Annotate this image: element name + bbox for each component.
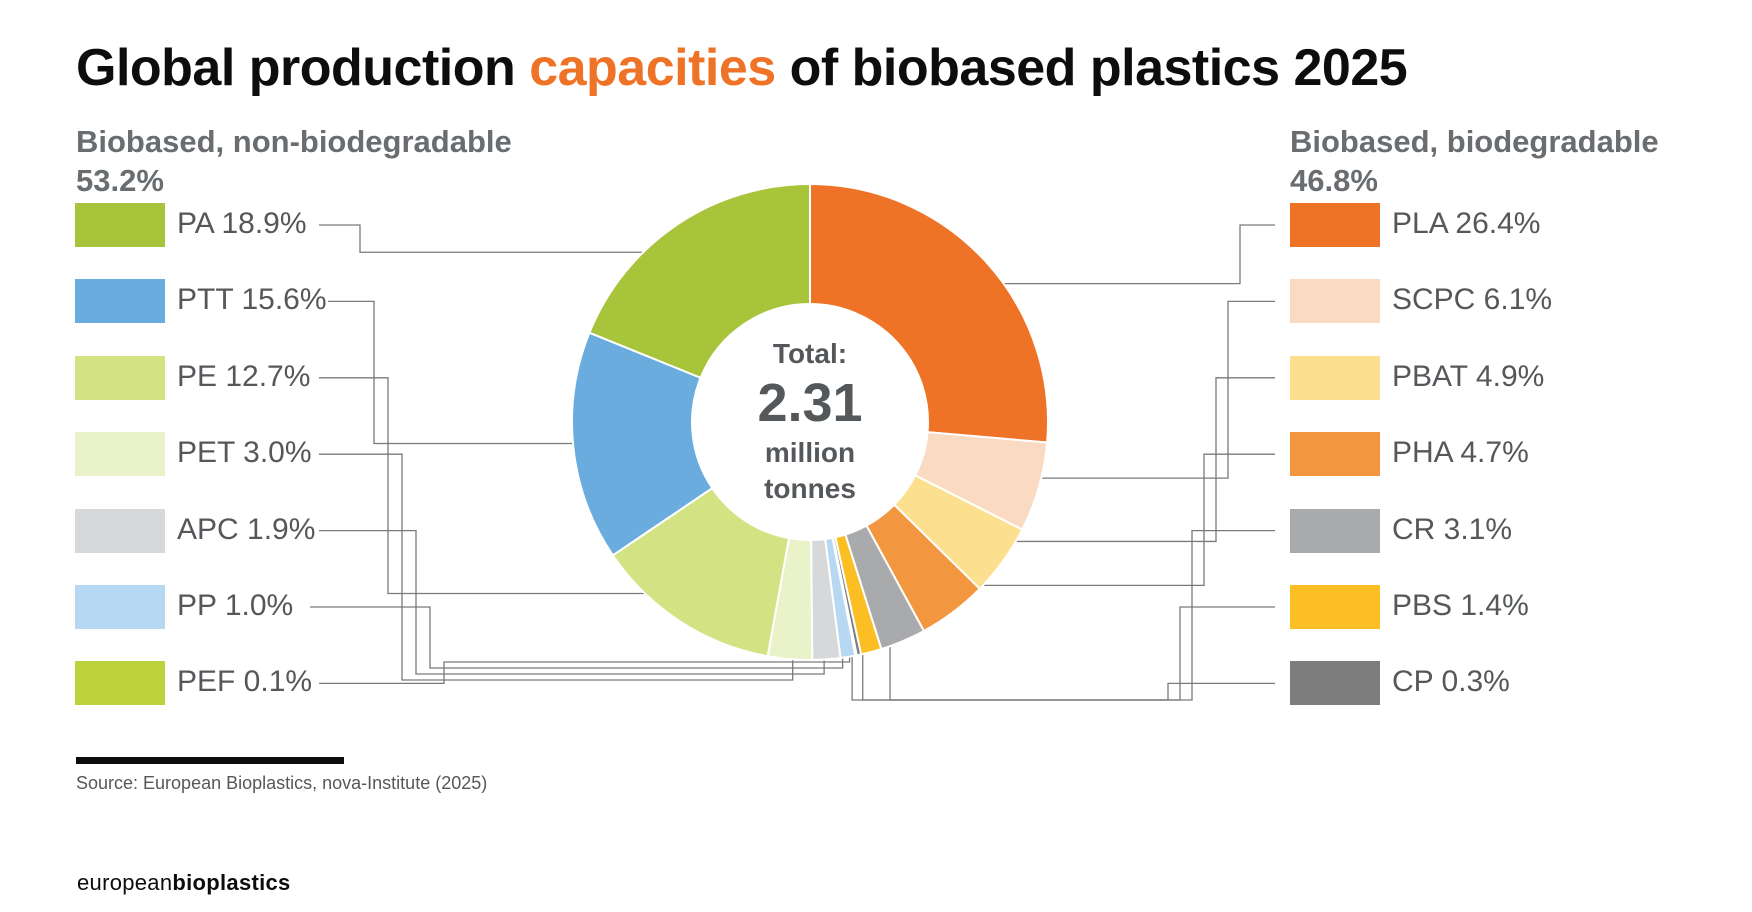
leader-line-pa	[319, 224, 696, 253]
legend-swatch-pla	[1290, 203, 1380, 247]
legend-swatch-apc	[75, 508, 165, 553]
legend-swatch-cr	[1290, 508, 1380, 553]
legend-label-scpc: SCPC 6.1%	[1392, 283, 1553, 317]
legend-swatch-cp	[1290, 661, 1380, 706]
group-heading-non-biodegradable: Biobased, non-biodegradable 53.2%	[76, 122, 512, 200]
legend-swatch-pef	[75, 661, 165, 706]
group-name-left: Biobased, non-biodegradable	[76, 124, 512, 159]
legend-label-pe: PE 12.7%	[177, 359, 311, 393]
leader-line-cp	[851, 622, 1275, 701]
chart-title: Global production capacities of biobased…	[76, 38, 1408, 98]
source-note: Source: European Bioplastics, nova-Insti…	[76, 773, 488, 793]
legend-label-pha: PHA 4.7%	[1392, 436, 1529, 470]
legend-swatch-pha	[1290, 432, 1380, 477]
legend-swatch-ptt	[75, 279, 165, 324]
legend-swatch-pp	[75, 585, 165, 629]
leader-line-cr	[889, 529, 1275, 701]
legend-label-cr: CR 3.1%	[1392, 512, 1513, 546]
logo-part-2: bioplastics	[172, 870, 291, 895]
legend-label-pet: PET 3.0%	[177, 436, 312, 470]
brand-logo: europeanbioplastics	[77, 870, 291, 896]
leader-line-pla	[960, 224, 1275, 285]
group-name-right: Biobased, biodegradable	[1290, 124, 1659, 159]
leader-line-pbat	[976, 377, 1275, 543]
leader-line-pe	[319, 377, 699, 595]
legend-swatch-scpc	[1290, 279, 1380, 324]
center-unit-line-2: tonnes	[764, 473, 856, 504]
legend-swatch-pet	[75, 432, 165, 477]
source-rule	[76, 757, 344, 764]
legend-label-pp: PP 1.0%	[177, 589, 294, 622]
title-part-1: Global production	[76, 39, 530, 97]
logo-part-1: european	[77, 870, 173, 895]
legend-label-pbs: PBS 1.4%	[1392, 589, 1529, 622]
legend-swatch-pbat	[1290, 355, 1380, 400]
slice-pa	[588, 182, 811, 380]
title-part-2: of biobased plastics 2025	[775, 39, 1408, 97]
title-highlight: capacities	[529, 39, 776, 97]
center-total-value: 2.31	[757, 373, 862, 433]
center-unit-line-1: million	[765, 437, 855, 468]
group-heading-biodegradable: Biobased, biodegradable 46.8%	[1290, 122, 1659, 200]
slice-pla	[809, 182, 1049, 444]
legend-label-apc: APC 1.9%	[177, 512, 316, 546]
legend-label-pbat: PBAT 4.9%	[1392, 359, 1545, 393]
center-total-label: Total:	[773, 338, 847, 369]
leader-line-pbs	[862, 606, 1275, 701]
center-label: Total: 2.31 million tonnes	[757, 338, 862, 504]
leader-lines	[310, 224, 1275, 701]
donut-slices	[571, 182, 1049, 661]
leader-line-ptt	[328, 300, 607, 445]
legend-label-ptt: PTT 15.6%	[177, 283, 327, 317]
legend-swatch-pa	[75, 203, 165, 247]
legend-label-cp: CP 0.3%	[1392, 665, 1510, 699]
legend-label-pa: PA 18.9%	[177, 207, 307, 240]
group-share-right: 46.8%	[1290, 163, 1378, 198]
legend-swatch-pe	[75, 355, 165, 400]
group-share-left: 53.2%	[76, 163, 164, 198]
legend-swatch-pbs	[1290, 585, 1380, 629]
slice-ptt	[571, 331, 714, 557]
legend-label-pef: PEF 0.1%	[177, 665, 313, 699]
leader-line-scpc	[1006, 300, 1275, 479]
legend-label-pla: PLA 26.4%	[1392, 207, 1541, 240]
leader-line-pha	[933, 453, 1275, 587]
